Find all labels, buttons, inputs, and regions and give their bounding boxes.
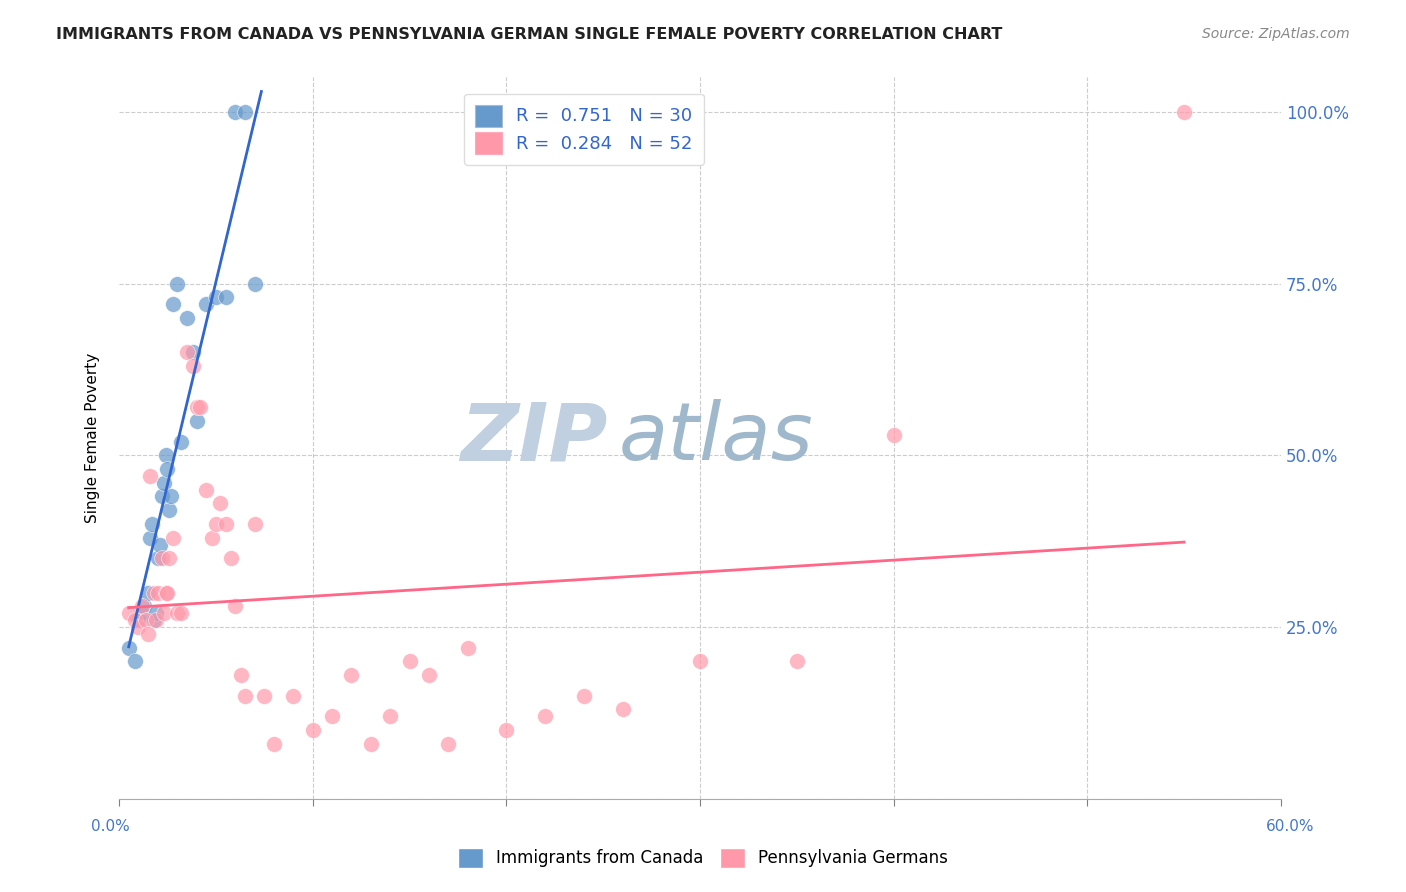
Point: [457, 640, 479, 655]
Point: [142, 613, 165, 627]
Point: [186, 400, 208, 414]
Text: atlas: atlas: [619, 399, 814, 477]
Text: 0.0%: 0.0%: [91, 820, 131, 834]
Point: [155, 448, 177, 462]
Point: [572, 689, 595, 703]
Point: [160, 490, 183, 504]
Point: [205, 516, 228, 531]
Point: [170, 434, 193, 449]
Point: [162, 531, 184, 545]
Point: [127, 620, 149, 634]
Point: [253, 689, 276, 703]
Point: [136, 627, 159, 641]
Point: [150, 490, 173, 504]
Point: [134, 599, 156, 614]
Point: [124, 654, 146, 668]
Point: [534, 709, 557, 723]
Point: [195, 297, 218, 311]
Point: [145, 606, 167, 620]
Point: [146, 585, 169, 599]
Text: IMMIGRANTS FROM CANADA VS PENNSYLVANIA GERMAN SINGLE FEMALE POVERTY CORRELATION : IMMIGRANTS FROM CANADA VS PENNSYLVANIA G…: [56, 27, 1002, 42]
Point: [201, 531, 224, 545]
Text: 60.0%: 60.0%: [1267, 820, 1315, 834]
Point: [139, 531, 162, 545]
Point: [170, 606, 193, 620]
Point: [263, 737, 285, 751]
Point: [786, 654, 808, 668]
Point: [146, 551, 169, 566]
Point: [221, 551, 243, 566]
Y-axis label: Single Female Poverty: Single Female Poverty: [86, 353, 100, 524]
Legend: R =  0.751   N = 30, R =  0.284   N = 52: R = 0.751 N = 30, R = 0.284 N = 52: [464, 94, 703, 165]
Point: [145, 613, 167, 627]
Point: [118, 606, 141, 620]
Point: [156, 462, 179, 476]
Point: [155, 585, 177, 599]
Point: [156, 585, 179, 599]
Point: [176, 310, 198, 325]
Point: [208, 496, 231, 510]
Point: [181, 359, 204, 373]
Point: [162, 297, 184, 311]
Point: [233, 104, 256, 119]
Point: [141, 516, 163, 531]
Point: [190, 400, 212, 414]
Point: [224, 599, 246, 614]
Point: [243, 277, 266, 291]
Point: [214, 290, 236, 304]
Point: [283, 689, 305, 703]
Point: [301, 723, 323, 737]
Point: [195, 483, 218, 497]
Point: [157, 551, 180, 566]
Point: [139, 468, 162, 483]
Point: [495, 723, 517, 737]
Point: [224, 104, 246, 119]
Point: [214, 516, 236, 531]
Point: [166, 606, 188, 620]
Point: [131, 606, 153, 620]
Point: [612, 702, 634, 716]
Legend: Immigrants from Canada, Pennsylvania Germans: Immigrants from Canada, Pennsylvania Ger…: [451, 841, 955, 875]
Point: [229, 668, 252, 682]
Point: [883, 427, 905, 442]
Point: [418, 668, 440, 682]
Point: [233, 689, 256, 703]
Text: ZIP: ZIP: [460, 399, 607, 477]
Point: [205, 290, 228, 304]
Point: [124, 613, 146, 627]
Point: [166, 277, 188, 291]
Point: [118, 640, 141, 655]
Point: [149, 537, 172, 551]
Point: [181, 345, 204, 359]
Point: [131, 599, 153, 614]
Point: [437, 737, 460, 751]
Point: [360, 737, 382, 751]
Point: [152, 475, 174, 490]
Point: [378, 709, 401, 723]
Point: [243, 516, 266, 531]
Point: [321, 709, 343, 723]
Point: [689, 654, 711, 668]
Point: [127, 613, 149, 627]
Point: [176, 345, 198, 359]
Point: [152, 606, 174, 620]
Point: [136, 585, 159, 599]
Point: [340, 668, 363, 682]
Point: [142, 585, 165, 599]
Point: [135, 613, 157, 627]
Point: [186, 414, 208, 428]
Point: [150, 551, 173, 566]
Point: [1173, 104, 1195, 119]
Point: [157, 503, 180, 517]
Point: [398, 654, 420, 668]
Text: Source: ZipAtlas.com: Source: ZipAtlas.com: [1202, 27, 1350, 41]
